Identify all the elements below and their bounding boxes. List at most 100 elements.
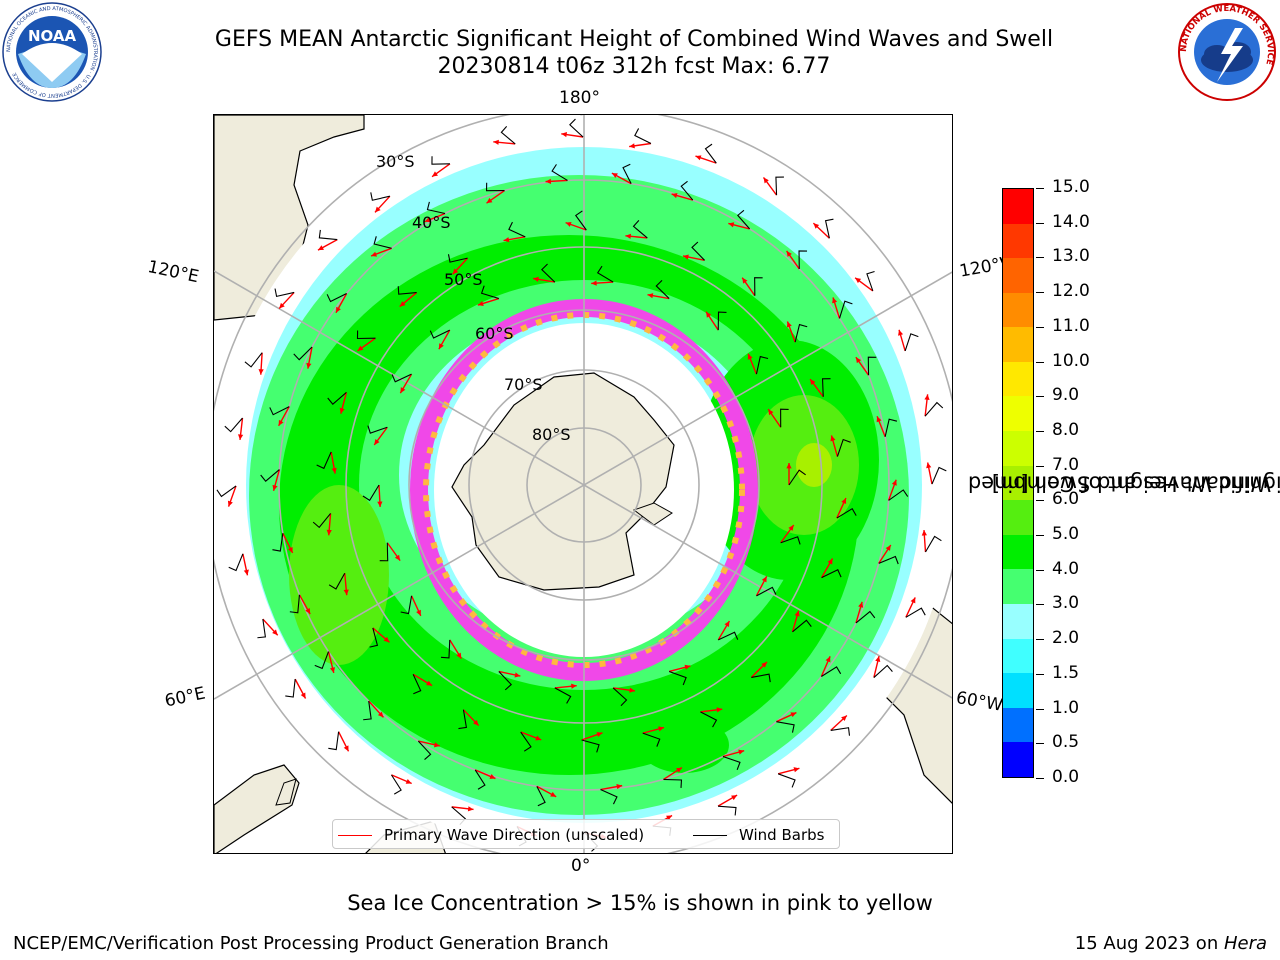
lat-label-50s: 50°S — [444, 270, 483, 289]
wind-barb — [541, 263, 556, 283]
wind-barb — [474, 769, 486, 790]
colorbar-segment — [1003, 569, 1033, 605]
wave-arrow-head — [238, 434, 244, 440]
map-frame: Primary Wave Direction (unscaled) Wind B… — [213, 114, 953, 854]
wind-barb — [244, 352, 263, 368]
wind-barb — [440, 639, 451, 659]
footer-date-text: 15 Aug 2023 on — [1074, 933, 1224, 954]
footer-host: Hera — [1223, 933, 1267, 954]
wave-arrow-head — [467, 806, 474, 812]
wave-arrow-head — [786, 321, 792, 328]
wave-arrow-head — [561, 131, 568, 138]
colorbar-tick-label: 11.0 — [1052, 315, 1090, 336]
noaa-logo-icon: NOAA NATIONAL OCEANIC AND ATMOSPHERIC AD… — [2, 2, 102, 102]
wave-arrow-head — [377, 501, 383, 507]
antarctica-landmass — [451, 372, 675, 591]
wind-barb — [904, 333, 919, 352]
wind-barb — [717, 311, 727, 331]
wave-arrow-head — [858, 601, 864, 608]
wave-arrow-head — [329, 667, 336, 673]
wind-barb — [780, 536, 801, 545]
wave-arrow-head — [477, 300, 484, 306]
wind-barb — [429, 329, 450, 339]
colorbar-tick-label: 2.0 — [1052, 628, 1080, 649]
wave-arrow-head — [317, 245, 324, 251]
wave-arrow-head — [545, 178, 552, 184]
legend-item-wind-barbs: Wind Barbs — [693, 826, 824, 844]
colorbar-tick-mark — [1036, 361, 1044, 363]
wave-arrow-head — [625, 233, 632, 239]
colorbar-tick-mark — [1036, 326, 1044, 328]
colorbar-tick-label: 3.0 — [1052, 593, 1080, 614]
wind-barb — [379, 542, 389, 562]
wind-barb — [632, 220, 648, 239]
wind-barb — [775, 176, 784, 196]
colorbar-segment — [1003, 604, 1033, 639]
wind-barb — [370, 192, 391, 201]
wave-arrow-head — [761, 576, 767, 583]
colorbar-tick-label: 13.0 — [1052, 246, 1090, 267]
wind-barb — [780, 408, 789, 428]
lon-label-top: 180° — [559, 88, 600, 108]
wave-arrow-head — [830, 435, 836, 442]
colorbar-tick-mark — [1036, 569, 1044, 571]
colorbar-segment — [1003, 396, 1033, 432]
colorbar-segment — [1003, 327, 1033, 362]
wave-arrow-head — [832, 297, 838, 304]
wave-arrow-head — [876, 416, 882, 423]
colorbar-tick-label: 1.5 — [1052, 662, 1080, 683]
wave-arrow-head — [377, 711, 384, 718]
wind-barb — [356, 330, 376, 340]
lon-label-left-upper: 120°E — [145, 257, 201, 288]
wind-barb — [792, 619, 812, 633]
wind-barb — [888, 489, 909, 501]
colorbar-tick-mark — [1036, 396, 1044, 398]
chart-title: GEFS MEAN Antarctic Significant Height o… — [214, 27, 1054, 52]
colorbar-tick-mark — [1036, 708, 1044, 710]
wind-barb — [431, 156, 450, 165]
wave-arrow-head — [666, 815, 673, 821]
legend-red-line-icon — [338, 834, 372, 836]
colorbar-tick-label: 4.0 — [1052, 558, 1080, 579]
wind-barb — [326, 292, 347, 303]
wind-barb — [369, 627, 379, 648]
wave-arrow-head — [738, 749, 745, 755]
wave-arrow-head — [287, 546, 293, 553]
colorbar-tick-mark — [1036, 257, 1044, 259]
colorbar-segment — [1003, 431, 1033, 466]
colorbar-tick-label: 0.5 — [1052, 732, 1080, 753]
wind-barb — [316, 451, 332, 470]
wind-barb — [581, 739, 600, 753]
wind-barb — [754, 277, 763, 296]
colorbar-tick-mark — [1036, 673, 1044, 675]
wind-barb — [798, 250, 808, 269]
colorbar-tick-mark — [1036, 778, 1044, 779]
wind-barb — [285, 679, 296, 698]
colorbar-tick-mark — [1036, 188, 1044, 189]
legend-wave-direction-label: Primary Wave Direction (unscaled) — [384, 826, 645, 844]
wind-barb — [836, 438, 851, 457]
wave-arrow-head — [433, 742, 440, 748]
wave-arrow-head — [731, 795, 738, 801]
lat-label-70s: 70°S — [504, 375, 543, 394]
wave-arrow-head — [611, 173, 618, 178]
wind-barb — [931, 466, 947, 485]
noaa-logo-text: NOAA — [28, 27, 77, 45]
wind-barb — [600, 789, 618, 805]
wind-barb — [480, 285, 500, 300]
wave-arrow-head — [305, 608, 311, 615]
nws-logo-icon: NATIONAL WEATHER SERVICE — [1178, 3, 1276, 101]
wave-arrow-head — [683, 254, 689, 260]
wave-arrow-head — [486, 197, 493, 204]
chart-subtitle: 20230814 t06z 312h fcst Max: 6.77 — [437, 54, 831, 79]
wind-barb — [274, 288, 295, 298]
colorbar-tick-mark — [1036, 500, 1044, 502]
wind-barb — [794, 323, 808, 343]
wave-arrow-head — [794, 610, 800, 617]
wind-barb — [536, 786, 546, 807]
wind-barb — [836, 507, 857, 519]
colorbar-tick-label: 9.0 — [1052, 385, 1080, 406]
wind-barb — [821, 569, 842, 579]
wave-arrow-head — [684, 664, 691, 670]
wave-arrow-head — [910, 597, 916, 604]
